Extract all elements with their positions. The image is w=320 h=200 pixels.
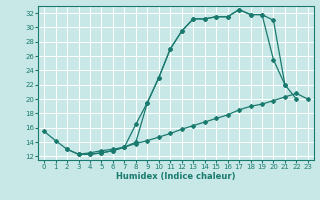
X-axis label: Humidex (Indice chaleur): Humidex (Indice chaleur): [116, 172, 236, 181]
